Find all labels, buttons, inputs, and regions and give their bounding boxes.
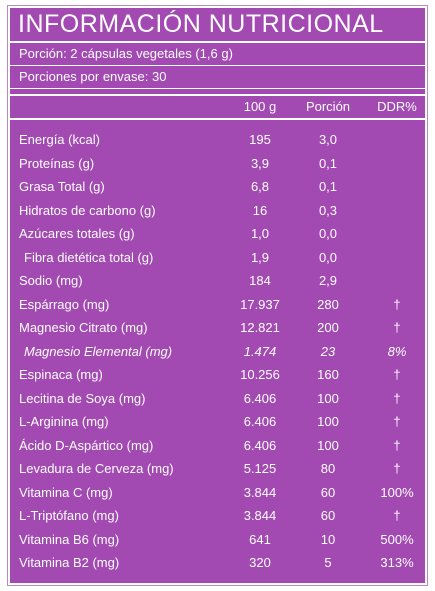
value-per-100g: 3,9 [250, 155, 270, 171]
table-header: 100 g Porción DDR% [10, 96, 425, 120]
value-ddr: 100% [380, 484, 414, 500]
value-per-100g: 195 [249, 132, 271, 147]
value-ddr: † [393, 390, 401, 406]
value-per-serving: 23 [320, 343, 336, 359]
value-per-serving: 280 [317, 296, 339, 312]
nutrient-name: L-Triptófano (mg) [19, 508, 119, 523]
table-row: Espinaca (mg) 10.256 160 † [10, 363, 425, 387]
value-ddr: † [393, 508, 401, 523]
nutrient-name: Hidratos de carbono (g) [19, 202, 156, 218]
value-per-100g: 5.125 [243, 461, 277, 476]
column-header-serving: Porción [305, 99, 351, 114]
table-row: Azúcares totales (g) 1,0 0,0 [10, 222, 425, 246]
value-ddr: † [393, 367, 401, 382]
column-header-100g: 100 g [243, 99, 277, 114]
value-per-100g: 184 [249, 273, 271, 288]
column-header-ddr: DDR% [377, 99, 417, 114]
value-per-100g: 17.937 [240, 296, 280, 312]
nutrient-name: Levadura de Cerveza (mg) [19, 461, 174, 476]
value-per-serving: 3,0 [318, 132, 338, 147]
value-per-100g: 6.406 [243, 414, 277, 429]
table-row: L-Arginina (mg) 6.406 100 † [10, 410, 425, 434]
nutrient-name: Magnesio Citrato (mg) [19, 320, 148, 335]
table-row: Magnesio Elemental (mg) 1.474 23 8% [10, 340, 425, 364]
value-per-serving: 0,1 [318, 155, 338, 171]
value-per-serving: 2,9 [318, 273, 338, 288]
value-per-100g: 3.844 [243, 508, 277, 523]
nutrient-table-body: Energía (kcal) 195 3,0 Proteínas (g) 3,9 0,1 G… [10, 128, 425, 575]
value-ddr: † [393, 461, 401, 476]
nutrient-name: Magnesio Elemental (mg) [24, 343, 173, 359]
value-per-100g: 1,9 [250, 249, 270, 265]
value-per-100g: 16 [252, 202, 268, 218]
nutrient-name: Vitamina B6 (mg) [19, 531, 120, 547]
table-row: Vitamina B2 (mg) 320 5 313% [10, 551, 425, 575]
nutrient-name: Sodio (mg) [19, 273, 83, 288]
value-per-serving: 0,3 [318, 202, 338, 218]
nutrient-name: Lecitina de Soya (mg) [19, 390, 146, 406]
value-ddr: † [393, 320, 401, 335]
value-per-100g: 320 [249, 555, 271, 570]
value-ddr: † [393, 414, 401, 429]
value-per-serving: 60 [320, 508, 336, 523]
table-row: Proteínas (g) 3,9 0,1 [10, 152, 425, 176]
table-row: Fibra dietética total (g) 1,9 0,0 [10, 246, 425, 270]
nutrient-name: Grasa Total (g) [19, 179, 105, 194]
table-row: Vitamina B6 (mg) 641 10 500% [10, 528, 425, 552]
nutrient-name: Vitamina B2 (mg) [19, 555, 120, 570]
value-per-serving: 80 [320, 461, 336, 476]
nutrition-facts-panel: INFORMACIÓN NUTRICIONAL Porción: 2 cápsu… [8, 6, 427, 585]
table-row: Grasa Total (g) 6,8 0,1 [10, 175, 425, 199]
value-per-serving: 160 [317, 367, 339, 382]
value-ddr: † [393, 437, 401, 453]
nutrient-name: Ácido D-Aspártico (mg) [19, 437, 154, 453]
nutrient-name: Energía (kcal) [19, 132, 100, 147]
table-row: Magnesio Citrato (mg) 12.821 200 † [10, 316, 425, 340]
nutrient-name: Espinaca (mg) [19, 367, 103, 382]
nutrient-name: Vitamina C (mg) [19, 484, 113, 500]
table-row: L-Triptófano (mg) 3.844 60 † [10, 504, 425, 528]
table-row: Lecitina de Soya (mg) 6.406 100 † [10, 387, 425, 411]
value-ddr: 8% [387, 343, 407, 359]
value-per-100g: 1,0 [250, 226, 270, 241]
value-per-100g: 12.821 [240, 320, 280, 335]
section-divider [10, 89, 425, 96]
value-per-serving: 10 [320, 531, 336, 547]
table-row: Sodio (mg) 184 2,9 [10, 269, 425, 293]
table-row: Levadura de Cerveza (mg) 5.125 80 † [10, 457, 425, 481]
value-per-100g: 641 [249, 531, 271, 547]
value-per-serving: 0,0 [318, 226, 338, 241]
table-spacer [10, 120, 425, 128]
value-ddr: 500% [380, 531, 414, 547]
servings-per-container: Porciones por envase: 30 [10, 66, 425, 89]
nutrient-name: Azúcares totales (g) [19, 226, 135, 241]
nutrient-name: Espárrago (mg) [19, 296, 110, 312]
value-per-serving: 100 [317, 437, 339, 453]
table-row: Hidratos de carbono (g) 16 0,3 [10, 199, 425, 223]
value-per-serving: 60 [320, 484, 336, 500]
value-per-100g: 6,8 [250, 179, 270, 194]
value-per-100g: 1.474 [243, 343, 277, 359]
table-row: Espárrago (mg) 17.937 280 † [10, 293, 425, 317]
value-per-100g: 10.256 [240, 367, 280, 382]
value-per-serving: 200 [317, 320, 339, 335]
table-row: Energía (kcal) 195 3,0 [10, 128, 425, 152]
value-per-100g: 6.406 [243, 390, 277, 406]
nutrient-name: Proteínas (g) [19, 155, 95, 171]
value-per-100g: 6.406 [243, 437, 277, 453]
nutrient-name: L-Arginina (mg) [19, 414, 109, 429]
value-per-serving: 0,1 [318, 179, 338, 194]
value-per-100g: 3.844 [243, 484, 277, 500]
value-per-serving: 5 [324, 555, 332, 570]
nutrient-name: Fibra dietética total (g) [24, 249, 154, 265]
serving-size: Porción: 2 cápsulas vegetales (1,6 g) [10, 43, 425, 66]
value-per-serving: 0,0 [318, 249, 338, 265]
value-per-serving: 100 [317, 414, 339, 429]
value-ddr: † [393, 296, 401, 312]
panel-title: INFORMACIÓN NUTRICIONAL [10, 8, 425, 43]
table-row: Ácido D-Aspártico (mg) 6.406 100 † [10, 434, 425, 458]
value-ddr: 313% [380, 555, 414, 570]
value-per-serving: 100 [317, 390, 339, 406]
table-row: Vitamina C (mg) 3.844 60 100% [10, 481, 425, 505]
